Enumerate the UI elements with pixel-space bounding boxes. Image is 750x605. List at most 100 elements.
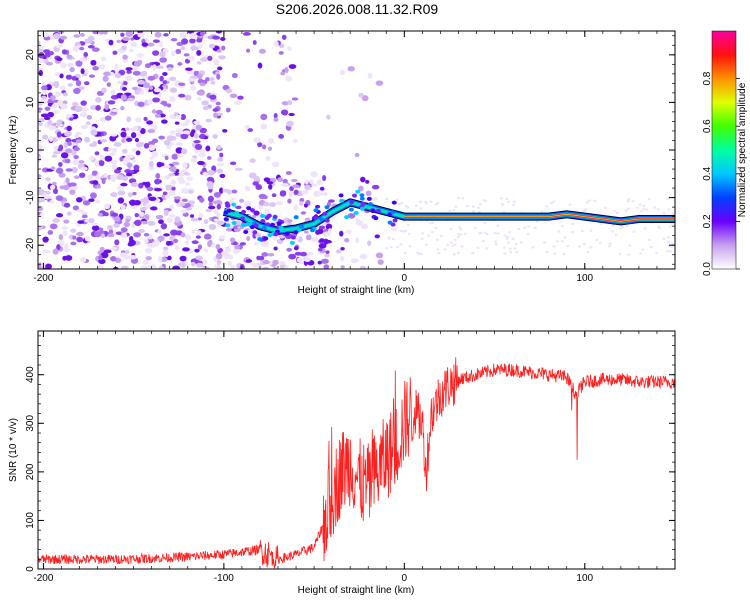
spectrogram-cell <box>53 32 61 40</box>
spectrogram-cell <box>670 242 674 245</box>
spectrogram-cell <box>147 144 156 151</box>
spectrogram-cell <box>273 246 278 251</box>
spectrogram-cell <box>315 229 321 235</box>
spectrogram-cell <box>52 248 59 255</box>
spectrogram-cell <box>64 243 69 250</box>
spectrogram-cell <box>42 248 47 254</box>
ridge-speckle <box>257 237 263 242</box>
spectrogram-cell <box>506 200 510 204</box>
spectrogram-cell <box>122 37 130 41</box>
spectrogram-cell <box>318 192 324 196</box>
spectrogram-cell <box>503 234 507 237</box>
spectrogram-cell <box>101 177 106 185</box>
spectrogram-cell <box>66 211 72 216</box>
spectrogram-y-label: Frequency (Hz) <box>8 116 19 185</box>
snr-x-tick-label: 100 <box>576 573 593 584</box>
spectrogram-cell <box>514 242 518 246</box>
spectrogram-cell <box>512 200 516 203</box>
spectrogram-cell <box>45 62 54 66</box>
spectrogram-cell <box>190 130 195 138</box>
spectrogram-cell <box>136 53 145 58</box>
spectrogram-cell <box>162 80 167 85</box>
spectrogram-cell <box>273 112 278 119</box>
ridge-speckle <box>359 206 365 211</box>
ridge-speckle <box>322 211 328 216</box>
spectrogram-cell <box>250 262 258 267</box>
spectrogram-cell <box>662 212 666 215</box>
spectrogram-cell <box>141 70 148 76</box>
spectrogram-cell <box>589 246 593 249</box>
spectrogram-cell <box>506 241 510 245</box>
spectrogram-cell <box>611 230 615 233</box>
spectrogram-cell <box>209 77 215 81</box>
spectrogram-cell <box>148 161 154 168</box>
spectrogram-cell <box>108 39 114 46</box>
spectrogram-cell <box>399 243 403 246</box>
spectrogram-x-tick-label: -100 <box>214 273 234 284</box>
spectrogram-cell <box>117 185 125 191</box>
spectrogram-cell <box>632 230 636 233</box>
spectrogram-cell <box>158 135 166 140</box>
spectrogram-cell <box>129 199 137 206</box>
spectrogram-cell <box>103 71 111 77</box>
spectrogram-cell <box>434 203 438 206</box>
spectrogram-cell <box>59 35 68 40</box>
spectrogram-cell <box>116 174 125 181</box>
spectrogram-cell <box>613 209 617 213</box>
spectrogram-cell <box>246 235 251 242</box>
spectrogram-cell <box>396 245 400 249</box>
spectrogram-cell <box>107 233 115 238</box>
spectrogram-cell <box>202 105 210 111</box>
spectrogram-cell <box>203 219 209 225</box>
spectrogram-cell <box>557 230 561 233</box>
spectrogram-cell <box>151 109 157 114</box>
spectrogram-cell <box>130 181 139 188</box>
spectrogram-cell <box>108 152 116 157</box>
spectrogram-cell <box>203 248 209 253</box>
ridge-speckle <box>284 231 290 236</box>
spectrogram-cell <box>84 136 90 143</box>
spectrogram-cell <box>184 240 190 245</box>
spectrogram-cell <box>288 190 294 197</box>
spectrogram-cell <box>645 208 649 211</box>
spectrogram-cell <box>99 154 105 161</box>
spectrogram-cell <box>59 73 64 79</box>
spectrogram-cell <box>262 260 270 265</box>
spectrogram-cell <box>145 256 152 261</box>
spectrogram-cell <box>246 48 251 53</box>
spectrogram-cell <box>73 175 80 179</box>
spectrogram-cell <box>670 245 674 248</box>
spectrogram-cell <box>120 32 125 37</box>
spectrogram-cell <box>137 32 145 38</box>
spectrogram-cell <box>247 128 254 132</box>
spectrogram-cell <box>190 214 195 218</box>
spectrogram-cell <box>161 119 168 124</box>
spectrogram-cell <box>130 223 136 229</box>
spectrogram-cell <box>207 195 214 203</box>
spectrogram-cell <box>38 226 43 231</box>
spectrogram-cell <box>135 142 144 148</box>
spectrogram-cell <box>399 229 403 233</box>
spectrogram-cell <box>641 248 645 251</box>
spectrogram-cell <box>135 150 141 156</box>
spectrogram-cell <box>273 117 279 122</box>
spectrogram-cell <box>391 228 395 231</box>
colorbar-tick-label: 0.2 <box>702 214 713 228</box>
spectrogram-cell <box>662 237 666 240</box>
spectrogram-cell <box>360 223 369 230</box>
spectrogram-cell <box>626 199 630 203</box>
spectrogram-cell <box>152 50 160 56</box>
spectrogram-cell <box>148 85 154 90</box>
spectrogram-cell <box>582 242 586 246</box>
spectrogram-cell <box>121 232 128 239</box>
spectrogram-cell <box>647 238 651 242</box>
spectrogram-cell <box>169 76 177 81</box>
spectrogram-cell <box>158 266 165 269</box>
spectrogram-cell <box>389 245 393 249</box>
spectrogram-cell <box>185 118 191 124</box>
spectrogram-cell <box>125 172 133 177</box>
spectrogram-cell <box>147 141 156 146</box>
spectrogram-cell <box>117 197 125 204</box>
ridge-speckle <box>260 219 266 224</box>
spectrogram-cell <box>114 63 119 70</box>
